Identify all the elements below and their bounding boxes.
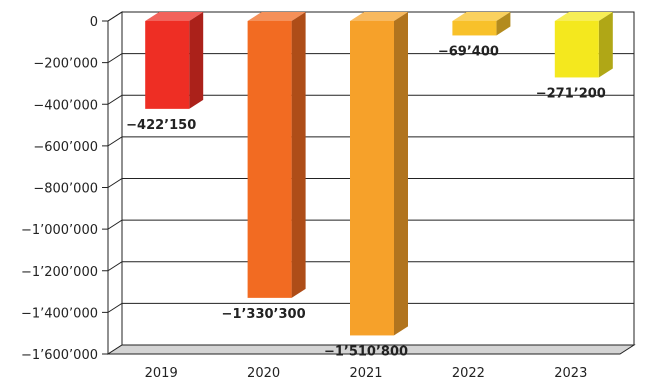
bar-side-face bbox=[394, 12, 408, 336]
bar-top-face bbox=[554, 12, 613, 21]
bar-side-face bbox=[291, 12, 306, 298]
bar-2023 bbox=[554, 12, 613, 78]
y-tick-label: −600’000 bbox=[33, 140, 98, 155]
bar-front-face bbox=[554, 21, 599, 78]
x-tick-label: 2021 bbox=[349, 366, 382, 378]
y-tick-label: −200’000 bbox=[33, 57, 98, 72]
y-tick-label: 0 bbox=[90, 15, 98, 30]
bar-top-face bbox=[145, 12, 204, 21]
x-tick-label: 2023 bbox=[554, 366, 587, 378]
gridline bbox=[107, 136, 634, 147]
gridline bbox=[107, 94, 634, 105]
bar-2021 bbox=[350, 12, 408, 336]
gridline bbox=[107, 178, 634, 188]
bar-side-face bbox=[598, 12, 613, 78]
y-tick-label: −800’000 bbox=[33, 182, 98, 197]
gridlines bbox=[102, 11, 634, 355]
bar-2020 bbox=[247, 12, 306, 298]
y-tick-label: −1’600’000 bbox=[21, 348, 98, 363]
gridline bbox=[107, 219, 634, 230]
bar-front-face bbox=[145, 21, 190, 109]
y-tick-label: −1’400’000 bbox=[21, 306, 98, 321]
y-tick-label: −1’200’000 bbox=[21, 265, 98, 280]
data-label: −69’400 bbox=[438, 44, 499, 59]
bar-side-face bbox=[189, 12, 204, 109]
bar-top-face bbox=[247, 12, 306, 21]
data-label: −1’330’300 bbox=[222, 307, 306, 322]
bar-2022 bbox=[452, 12, 511, 36]
gridline bbox=[107, 53, 634, 64]
bar-front-face bbox=[452, 21, 497, 36]
bar-top-face bbox=[350, 12, 408, 21]
data-label: −422’150 bbox=[126, 118, 196, 133]
chart-floor bbox=[106, 344, 636, 355]
bar-2019 bbox=[145, 12, 204, 109]
data-label: −1’510’800 bbox=[324, 344, 408, 359]
gridline bbox=[107, 261, 634, 272]
y-tick-label: −400’000 bbox=[33, 98, 98, 113]
x-axis-tick-labels: 2019 2020 2021 2022 2023 bbox=[145, 366, 588, 378]
gridline bbox=[107, 302, 634, 313]
bar-front-face bbox=[247, 21, 292, 298]
y-axis-tick-labels: 0 −200’000 −400’000 −600’000 −800’000 −1’000’… bbox=[21, 15, 98, 363]
x-tick-label: 2019 bbox=[145, 366, 178, 378]
bar-front-face bbox=[350, 21, 394, 336]
bar-top-face bbox=[452, 12, 511, 21]
bars bbox=[145, 12, 613, 336]
y-tick-label: −1’000’000 bbox=[21, 223, 98, 238]
x-tick-label: 2020 bbox=[247, 366, 280, 378]
bar-side-face bbox=[496, 12, 511, 36]
data-labels: −422’150 −1’330’300 −1’510’800 −69’400 −271’… bbox=[126, 44, 606, 359]
x-tick-label: 2022 bbox=[452, 366, 485, 378]
data-label: −271’200 bbox=[536, 86, 606, 101]
gridline bbox=[107, 11, 634, 22]
